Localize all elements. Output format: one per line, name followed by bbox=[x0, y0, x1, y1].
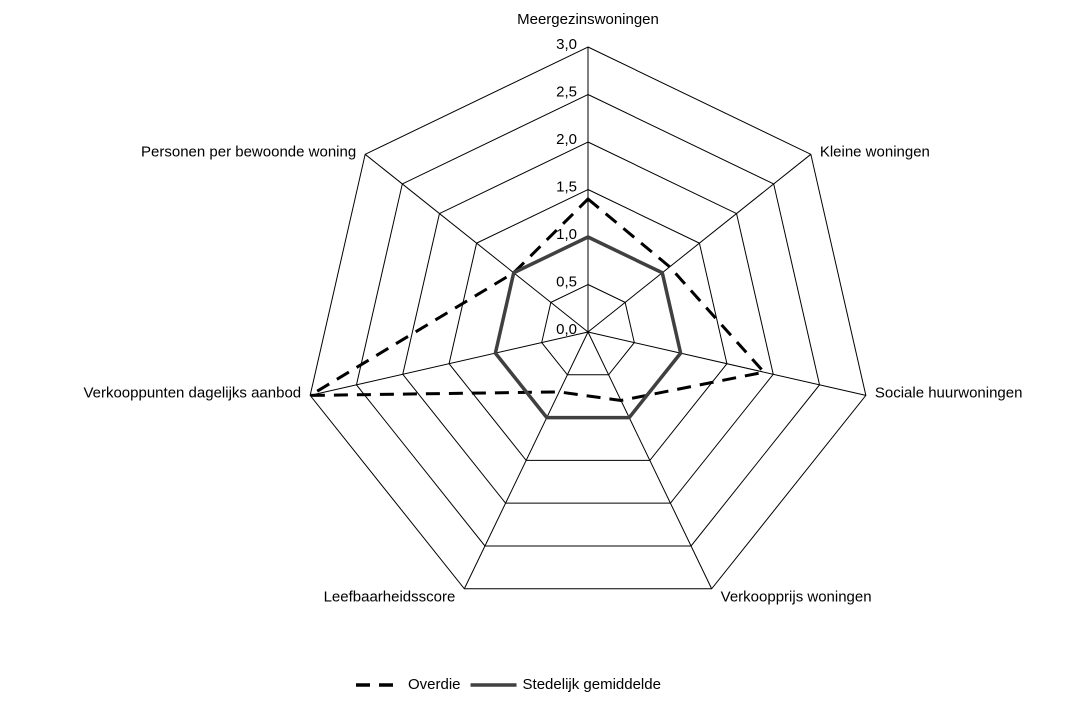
r-tick-label: 0,0 bbox=[556, 321, 577, 338]
r-tick-label: 1,0 bbox=[556, 226, 577, 243]
grid-ring bbox=[402, 141, 774, 504]
axis-spoke bbox=[587, 153, 812, 333]
axis-label: Personen per bewoonde woning bbox=[141, 143, 356, 160]
r-tick-label: 2,5 bbox=[556, 83, 577, 100]
grid-ring bbox=[448, 188, 728, 461]
legend-label: Overdie bbox=[408, 676, 461, 693]
axis-label: Verkoopprijs woningen bbox=[721, 589, 872, 606]
axis-spoke bbox=[587, 331, 713, 589]
axis-label: Kleine woningen bbox=[820, 143, 930, 160]
grid-ring bbox=[355, 93, 821, 547]
axis-label: Meergezinswoningen bbox=[517, 11, 659, 28]
legend-label: Stedelijk gemiddelde bbox=[523, 676, 661, 693]
r-tick-label: 2,0 bbox=[556, 131, 577, 148]
grid-ring bbox=[309, 46, 867, 590]
series-line bbox=[304, 196, 767, 402]
axis-label: Sociale huurwoningen bbox=[875, 384, 1023, 401]
axis-spoke bbox=[310, 331, 589, 396]
series-line bbox=[493, 235, 683, 420]
axis-label: Verkooppunten dagelijks aanbod bbox=[83, 384, 301, 401]
r-tick-label: 0,5 bbox=[556, 273, 577, 290]
axis-spoke bbox=[463, 331, 589, 589]
axis-label: Leefbaarheidsscore bbox=[324, 589, 456, 606]
axis-spoke bbox=[587, 331, 866, 396]
axis-spoke bbox=[364, 153, 589, 333]
r-tick-label: 1,5 bbox=[556, 178, 577, 195]
r-tick-label: 3,0 bbox=[556, 36, 577, 53]
grid-ring bbox=[541, 283, 635, 376]
